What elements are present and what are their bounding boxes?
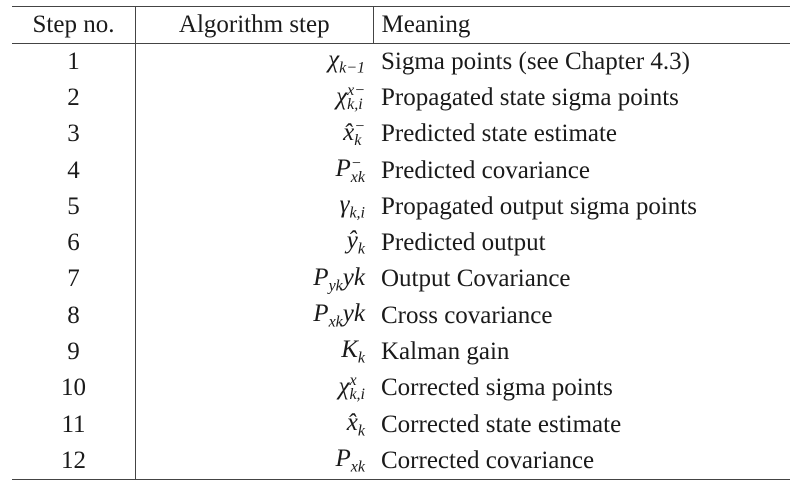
step-number: 3: [12, 116, 136, 153]
header-algorithm-step: Algorithm step: [135, 6, 374, 44]
step-meaning: Predicted covariance: [381, 156, 590, 184]
algorithm-symbol: x̂k: [346, 408, 365, 440]
table-row: 6 ŷk Predicted output: [12, 224, 790, 262]
table-row: 4 P − xk Predicted covariance: [12, 152, 790, 189]
step-number: 8: [12, 297, 136, 334]
algorithm-symbol: Pxk: [335, 444, 365, 476]
algorithm-steps-table: Step no. Algorithm step Meaning 1 χk−1 Sig…: [12, 6, 790, 480]
table-row: 2 χ x− k,i Propagated state sigma points: [12, 79, 790, 117]
step-number: 9: [12, 333, 136, 371]
step-number: 7: [12, 261, 136, 298]
step-number: 1: [12, 43, 136, 80]
step-meaning: Predicted output: [381, 229, 546, 257]
table-row: 5 γk,i Propagated output sigma points: [12, 188, 790, 225]
step-meaning: Corrected state estimate: [381, 410, 622, 438]
header-row: Step no. Algorithm step Meaning: [12, 6, 790, 44]
algorithm-symbol: χk−1: [328, 46, 365, 77]
table-row: 8 Pxkyk Cross covariance: [12, 297, 790, 334]
algorithm-symbol: χ x− k,i: [336, 82, 365, 114]
algorithm-symbol: χ x k,i: [338, 372, 365, 404]
step-meaning: Kalman gain: [381, 338, 510, 366]
algorithm-symbol: Pxkyk: [313, 299, 365, 331]
header-step-no: Step no.: [12, 6, 136, 44]
table-row: 12 Pxk Corrected covariance: [12, 442, 790, 480]
step-number: 5: [12, 188, 136, 225]
step-meaning: Sigma points (see Chapter 4.3): [381, 47, 690, 75]
step-meaning: Output Covariance: [381, 265, 571, 293]
step-number: 4: [12, 152, 136, 189]
step-number: 10: [12, 370, 136, 407]
step-meaning: Corrected covariance: [381, 446, 595, 474]
algorithm-symbol: ŷk: [346, 227, 365, 258]
table-row: 7 Pykyk Output Covariance: [12, 261, 790, 298]
step-meaning: Propagated state sigma points: [381, 83, 679, 111]
header-meaning: Meaning: [381, 11, 471, 38]
step-meaning: Cross covariance: [381, 301, 553, 329]
algorithm-symbol: x̂ − k: [343, 118, 365, 150]
table-row: 11 x̂k Corrected state estimate: [12, 406, 790, 443]
step-number: 2: [12, 79, 136, 117]
table-row: 1 χk−1 Sigma points (see Chapter 4.3): [12, 43, 790, 80]
table-row: 9 Kk Kalman gain: [12, 333, 790, 371]
algorithm-symbol: P − xk: [335, 154, 365, 186]
step-number: 12: [12, 442, 136, 480]
step-meaning: Propagated output sigma points: [381, 192, 697, 220]
step-meaning: Corrected sigma points: [381, 374, 613, 402]
step-number: 11: [12, 406, 136, 443]
step-meaning: Predicted state estimate: [381, 120, 618, 148]
algorithm-symbol: Pykyk: [313, 263, 365, 295]
algorithm-symbol: Kk: [341, 336, 365, 367]
table-row: 3 x̂ − k Predicted state estimate: [12, 116, 790, 153]
table-row: 10 χ x k,i Corrected sigma points: [12, 370, 790, 407]
step-number: 6: [12, 224, 136, 262]
algorithm-symbol: γk,i: [339, 191, 365, 222]
